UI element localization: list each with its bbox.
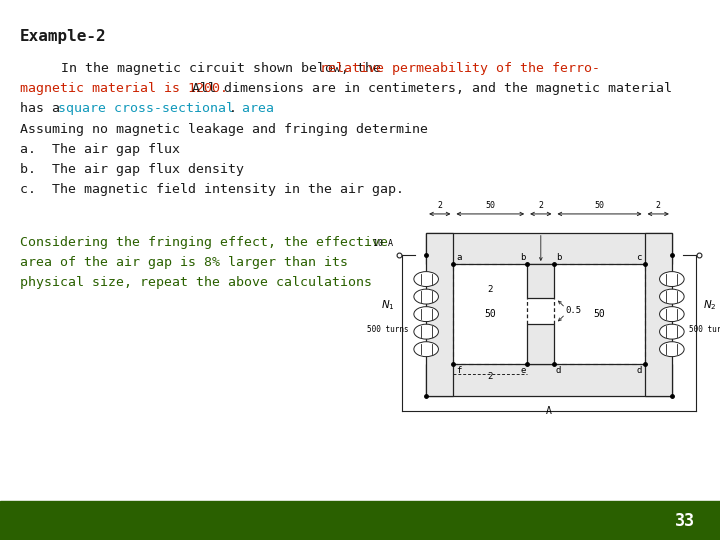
Text: relative permeability of the ferro-: relative permeability of the ferro- xyxy=(320,62,600,75)
Ellipse shape xyxy=(414,342,438,356)
Text: $N_1$: $N_1$ xyxy=(381,298,395,312)
Text: e: e xyxy=(521,366,526,375)
Text: Considering the fringing effect, the effective: Considering the fringing effect, the eff… xyxy=(20,236,388,249)
Text: physical size, repeat the above calculations: physical size, repeat the above calculat… xyxy=(20,276,372,289)
Text: has a: has a xyxy=(20,103,68,116)
Text: b: b xyxy=(556,253,561,262)
Ellipse shape xyxy=(414,289,438,304)
Text: 50: 50 xyxy=(593,309,606,319)
Text: c: c xyxy=(636,253,642,262)
Text: 50: 50 xyxy=(485,309,496,319)
Text: 50: 50 xyxy=(485,201,495,210)
Text: magnetic material is 1200.: magnetic material is 1200. xyxy=(20,83,228,96)
Bar xyxy=(426,233,672,264)
Bar xyxy=(644,233,672,395)
Text: b.  The air gap flux density: b. The air gap flux density xyxy=(20,163,244,176)
Ellipse shape xyxy=(414,307,438,322)
Text: 10 A: 10 A xyxy=(374,239,393,248)
Text: 0.5: 0.5 xyxy=(565,307,582,315)
Ellipse shape xyxy=(660,324,684,339)
Text: 2: 2 xyxy=(656,201,661,210)
Ellipse shape xyxy=(414,272,438,287)
Ellipse shape xyxy=(660,307,684,322)
Text: All dimensions are in centimeters, and the magnetic material: All dimensions are in centimeters, and t… xyxy=(184,83,672,96)
Text: Example-2: Example-2 xyxy=(20,29,107,44)
Text: 500 turns: 500 turns xyxy=(367,325,409,334)
Text: Assuming no magnetic leakage and fringing determine: Assuming no magnetic leakage and fringin… xyxy=(20,123,428,136)
Ellipse shape xyxy=(660,272,684,287)
Text: d: d xyxy=(556,366,561,375)
Text: .: . xyxy=(229,103,237,116)
Ellipse shape xyxy=(660,342,684,356)
Text: square cross-sectional area: square cross-sectional area xyxy=(58,103,274,116)
Text: 500 turns: 500 turns xyxy=(689,325,720,334)
Text: a: a xyxy=(456,253,462,262)
Text: f: f xyxy=(456,366,462,375)
Text: area of the air gap is 8% larger than its: area of the air gap is 8% larger than it… xyxy=(20,256,348,269)
Text: 2: 2 xyxy=(539,201,544,210)
Bar xyxy=(527,264,554,299)
Text: c.  The magnetic field intensity in the air gap.: c. The magnetic field intensity in the a… xyxy=(20,183,404,196)
Bar xyxy=(426,233,454,395)
Text: 2: 2 xyxy=(437,201,442,210)
Text: b: b xyxy=(521,253,526,262)
Bar xyxy=(426,364,672,395)
Text: A: A xyxy=(546,406,552,416)
Text: 2: 2 xyxy=(487,372,493,381)
Ellipse shape xyxy=(660,289,684,304)
Text: $N_2$: $N_2$ xyxy=(703,298,717,312)
Text: 2: 2 xyxy=(487,285,493,294)
Text: a.  The air gap flux: a. The air gap flux xyxy=(20,143,180,156)
Bar xyxy=(527,323,554,364)
Text: 50: 50 xyxy=(595,201,605,210)
Ellipse shape xyxy=(414,324,438,339)
Text: In the magnetic circuit shown below, the: In the magnetic circuit shown below, the xyxy=(61,62,390,75)
Text: d: d xyxy=(636,366,642,375)
Text: 33: 33 xyxy=(675,511,695,530)
